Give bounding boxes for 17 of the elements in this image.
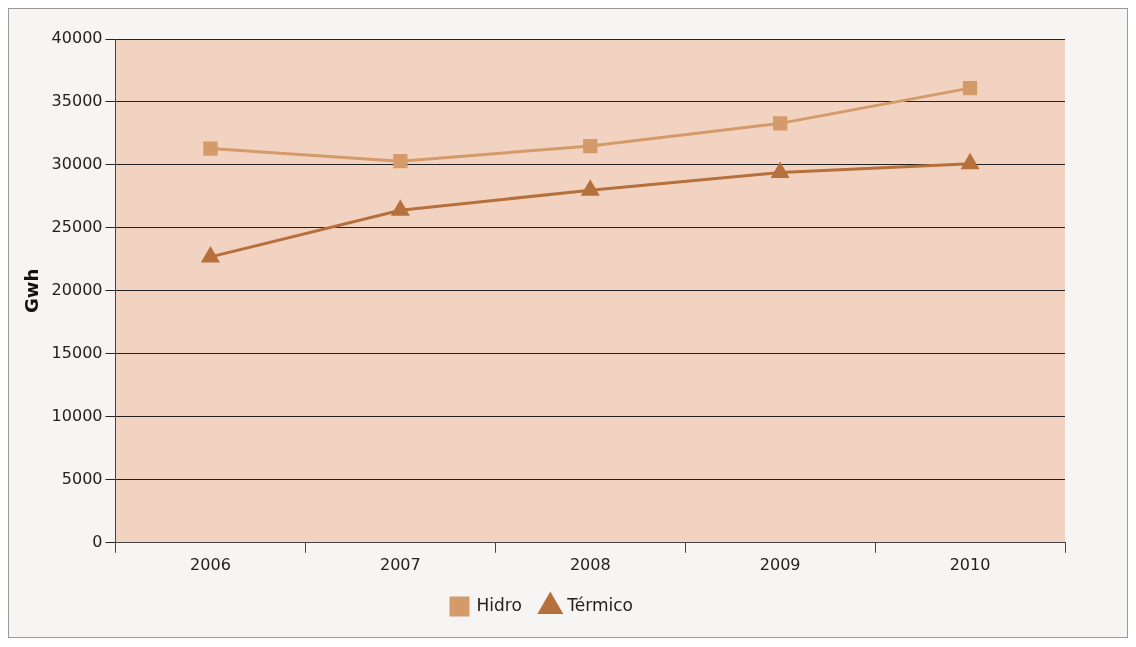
y-tick-label: 10000	[51, 406, 103, 426]
x-tick-label: 2009	[759, 554, 801, 574]
x-tick-label: 2010	[949, 554, 991, 574]
legend-label: Térmico	[566, 594, 634, 615]
y-tick-label: 0	[92, 531, 103, 551]
x-tick-label: 2008	[569, 554, 611, 574]
y-tick-label: 30000	[51, 154, 103, 174]
legend-label: Hidro	[476, 594, 522, 615]
y-axis-title: Gwh	[21, 268, 43, 314]
y-tick-label: 15000	[51, 343, 103, 363]
x-tick-label: 2006	[190, 554, 231, 574]
x-tick-label: 2007	[379, 554, 421, 574]
y-tick-label: 40000	[51, 28, 103, 48]
y-tick-label: 25000	[51, 217, 103, 237]
y-tick-label: 20000	[51, 280, 103, 300]
y-tick-label: 5000	[61, 468, 103, 488]
y-tick-label: 35000	[51, 91, 103, 111]
